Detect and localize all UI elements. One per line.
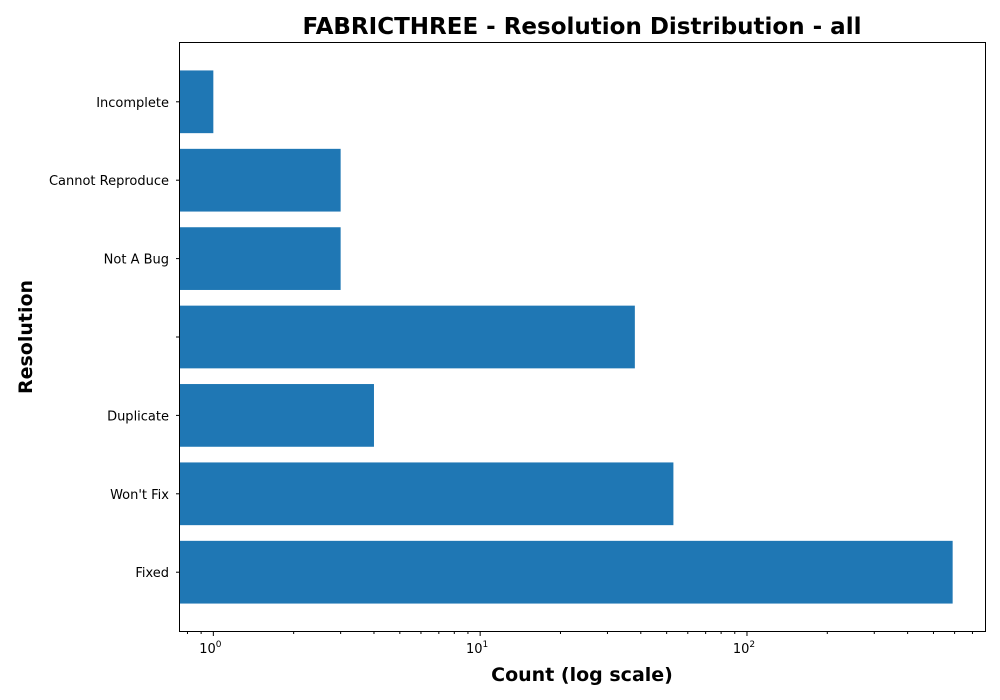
bar-incomplete [180, 70, 214, 134]
plot-frame [179, 42, 986, 632]
bar-cannot-reproduce [180, 148, 341, 212]
y-tick-label: Cannot Reproduce [49, 174, 169, 189]
bars-layer [180, 70, 953, 604]
y-axis-label: Resolution [15, 280, 37, 394]
bar-not-a-bug [180, 227, 341, 290]
x-tick-label: 102 [733, 640, 755, 657]
x-ticks-layer: 100 101 102 [186, 631, 973, 657]
y-tick-label: Duplicate [107, 409, 169, 424]
y-tick-label: Won't Fix [110, 488, 169, 503]
y-ticks-layer: Fixed Won't Fix Duplicate Not A Bug Cannot R… [49, 96, 180, 581]
x-tick-label: 100 [199, 640, 222, 657]
y-tick-label: Not A Bug [104, 253, 169, 268]
x-tick-label: 101 [466, 640, 488, 657]
bar-won-t-fix [180, 462, 674, 526]
bar-unlabeled [180, 305, 635, 369]
chart-title: FABRICTHREE - Resolution Distribution - … [303, 14, 862, 40]
y-tick-label: Incomplete [96, 96, 169, 111]
bar-duplicate [180, 384, 374, 447]
bar-fixed [180, 540, 953, 604]
x-axis-label: Count (log scale) [491, 664, 673, 686]
y-tick-label: Fixed [135, 566, 169, 581]
